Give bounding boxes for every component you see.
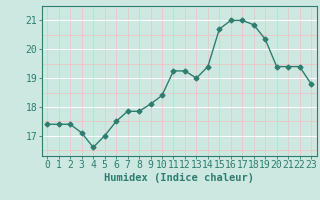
X-axis label: Humidex (Indice chaleur): Humidex (Indice chaleur) <box>104 173 254 183</box>
